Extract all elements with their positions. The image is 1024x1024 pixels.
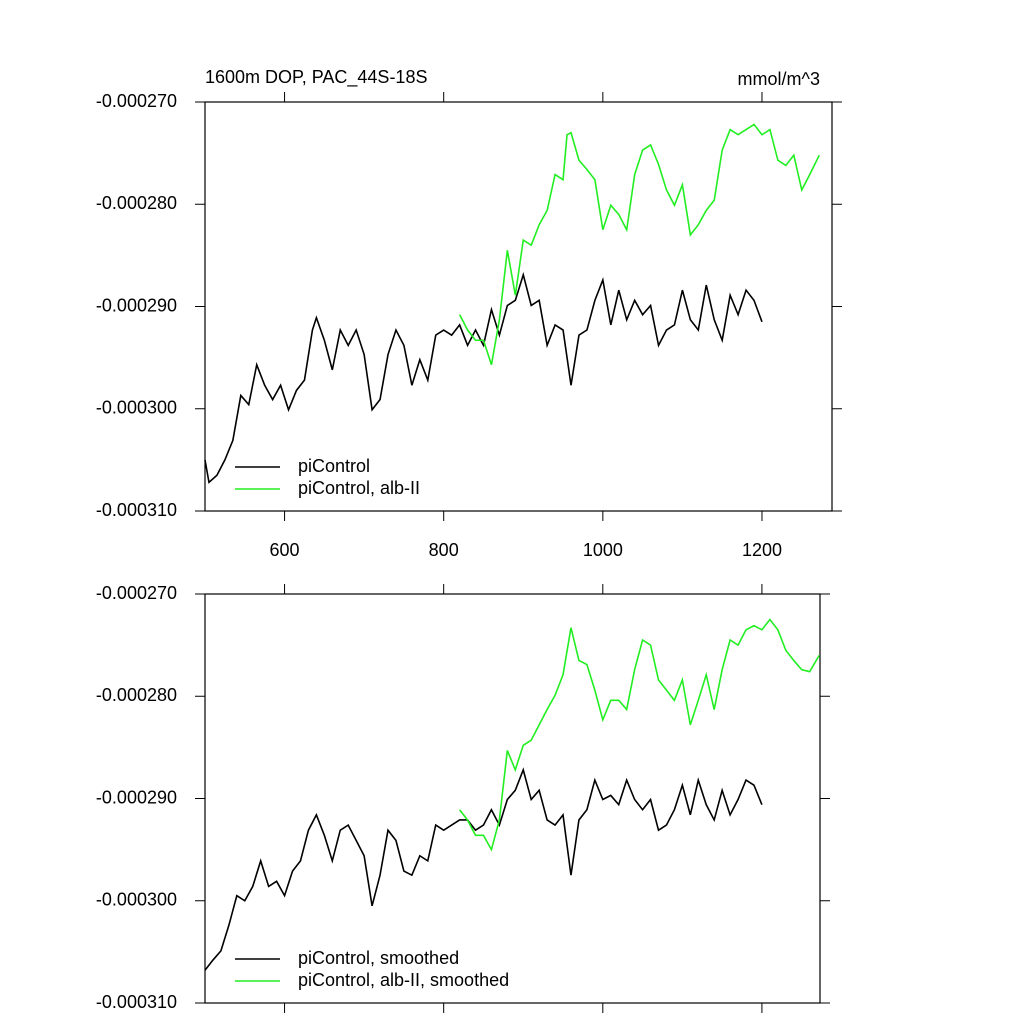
x-tick-label: 600 [270,540,300,560]
legend-label: piControl, alb-II, smoothed [298,970,509,990]
legend-label: piControl, smoothed [298,948,459,968]
y-tick-label: -0.000270 [96,583,177,603]
y-tick-label: -0.000300 [96,398,177,418]
x-tick-label: 1200 [742,540,782,560]
series-line [204,271,763,484]
series-line [458,618,820,852]
y-tick-label: -0.000310 [96,500,177,520]
x-tick-label: 1000 [583,540,623,560]
y-tick-label: -0.000280 [96,193,177,213]
legend-label: piControl [298,456,370,476]
series-line [458,123,820,366]
legend-label: piControl, alb-II [298,478,420,498]
y-tick-label: -0.000280 [96,685,177,705]
y-tick-label: -0.000290 [96,295,177,315]
plot-frame [204,101,833,512]
y-tick-label: -0.000310 [96,992,177,1012]
y-tick-label: -0.000270 [96,91,177,111]
y-tick-label: -0.000300 [96,890,177,910]
chart-title: 1600m DOP, PAC_44S-18S [205,67,427,88]
plot-frame [204,593,821,1004]
series-line [204,767,763,971]
units-label: mmol/m^3 [738,69,820,89]
y-tick-label: -0.000290 [96,787,177,807]
x-tick-label: 800 [429,540,459,560]
